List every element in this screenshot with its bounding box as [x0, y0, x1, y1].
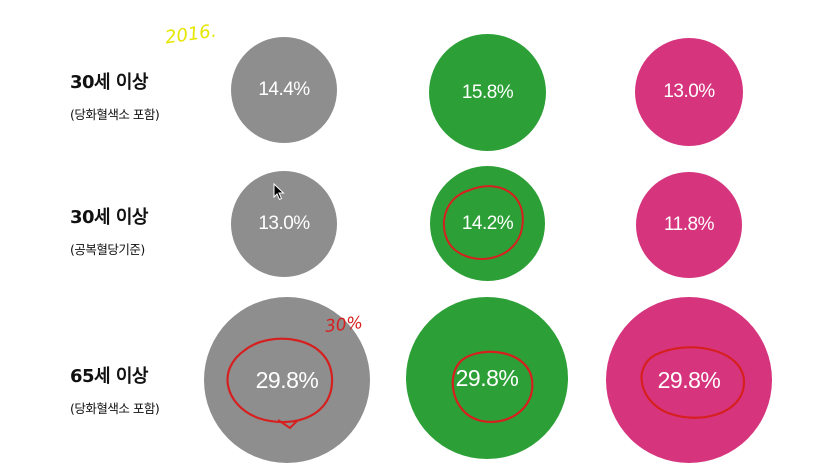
row-title: 30세 이상: [70, 207, 149, 228]
handwritten-year-annotation: 2016.: [163, 20, 218, 49]
row-label-3: 65세 이상 (당화혈색소 포함): [70, 362, 160, 417]
percentage-value: 29.8%: [657, 366, 721, 393]
circle-pink: 29.8%: [606, 297, 772, 463]
percentage-value: 13.0%: [258, 213, 310, 234]
row-title: 30세 이상: [70, 72, 149, 93]
percentage-value: 14.2%: [461, 212, 514, 234]
percentage-value: 15.8%: [461, 81, 514, 103]
row-subtitle: (공복혈당기준): [70, 242, 145, 257]
circle-green: 29.8%: [406, 297, 568, 459]
percentage-value: 13.0%: [663, 81, 715, 102]
circle-green: 14.2%: [430, 166, 545, 281]
circle-pink: 13.0%: [635, 38, 743, 146]
mouse-cursor-icon: [273, 183, 285, 201]
percentage-value: 29.8%: [255, 366, 319, 393]
handwritten-percent-annotation: 30%: [324, 313, 364, 337]
circle-pink: 11.8%: [636, 172, 742, 278]
row-subtitle: (당화혈색소 포함): [70, 107, 160, 122]
row-subtitle: (당화혈색소 포함): [70, 401, 160, 416]
row-label-2: 30세 이상 (공복혈당기준): [70, 203, 149, 258]
percentage-value: 14.4%: [258, 79, 310, 100]
row-label-1: 30세 이상 (당화혈색소 포함): [70, 68, 160, 123]
percentage-value: 11.8%: [664, 214, 714, 235]
percentage-value: 29.8%: [455, 364, 519, 391]
circle-gray: 14.4%: [231, 37, 337, 143]
circle-gray: 13.0%: [231, 171, 337, 277]
row-title: 65세 이상: [70, 366, 149, 387]
circle-green: 15.8%: [429, 34, 546, 151]
